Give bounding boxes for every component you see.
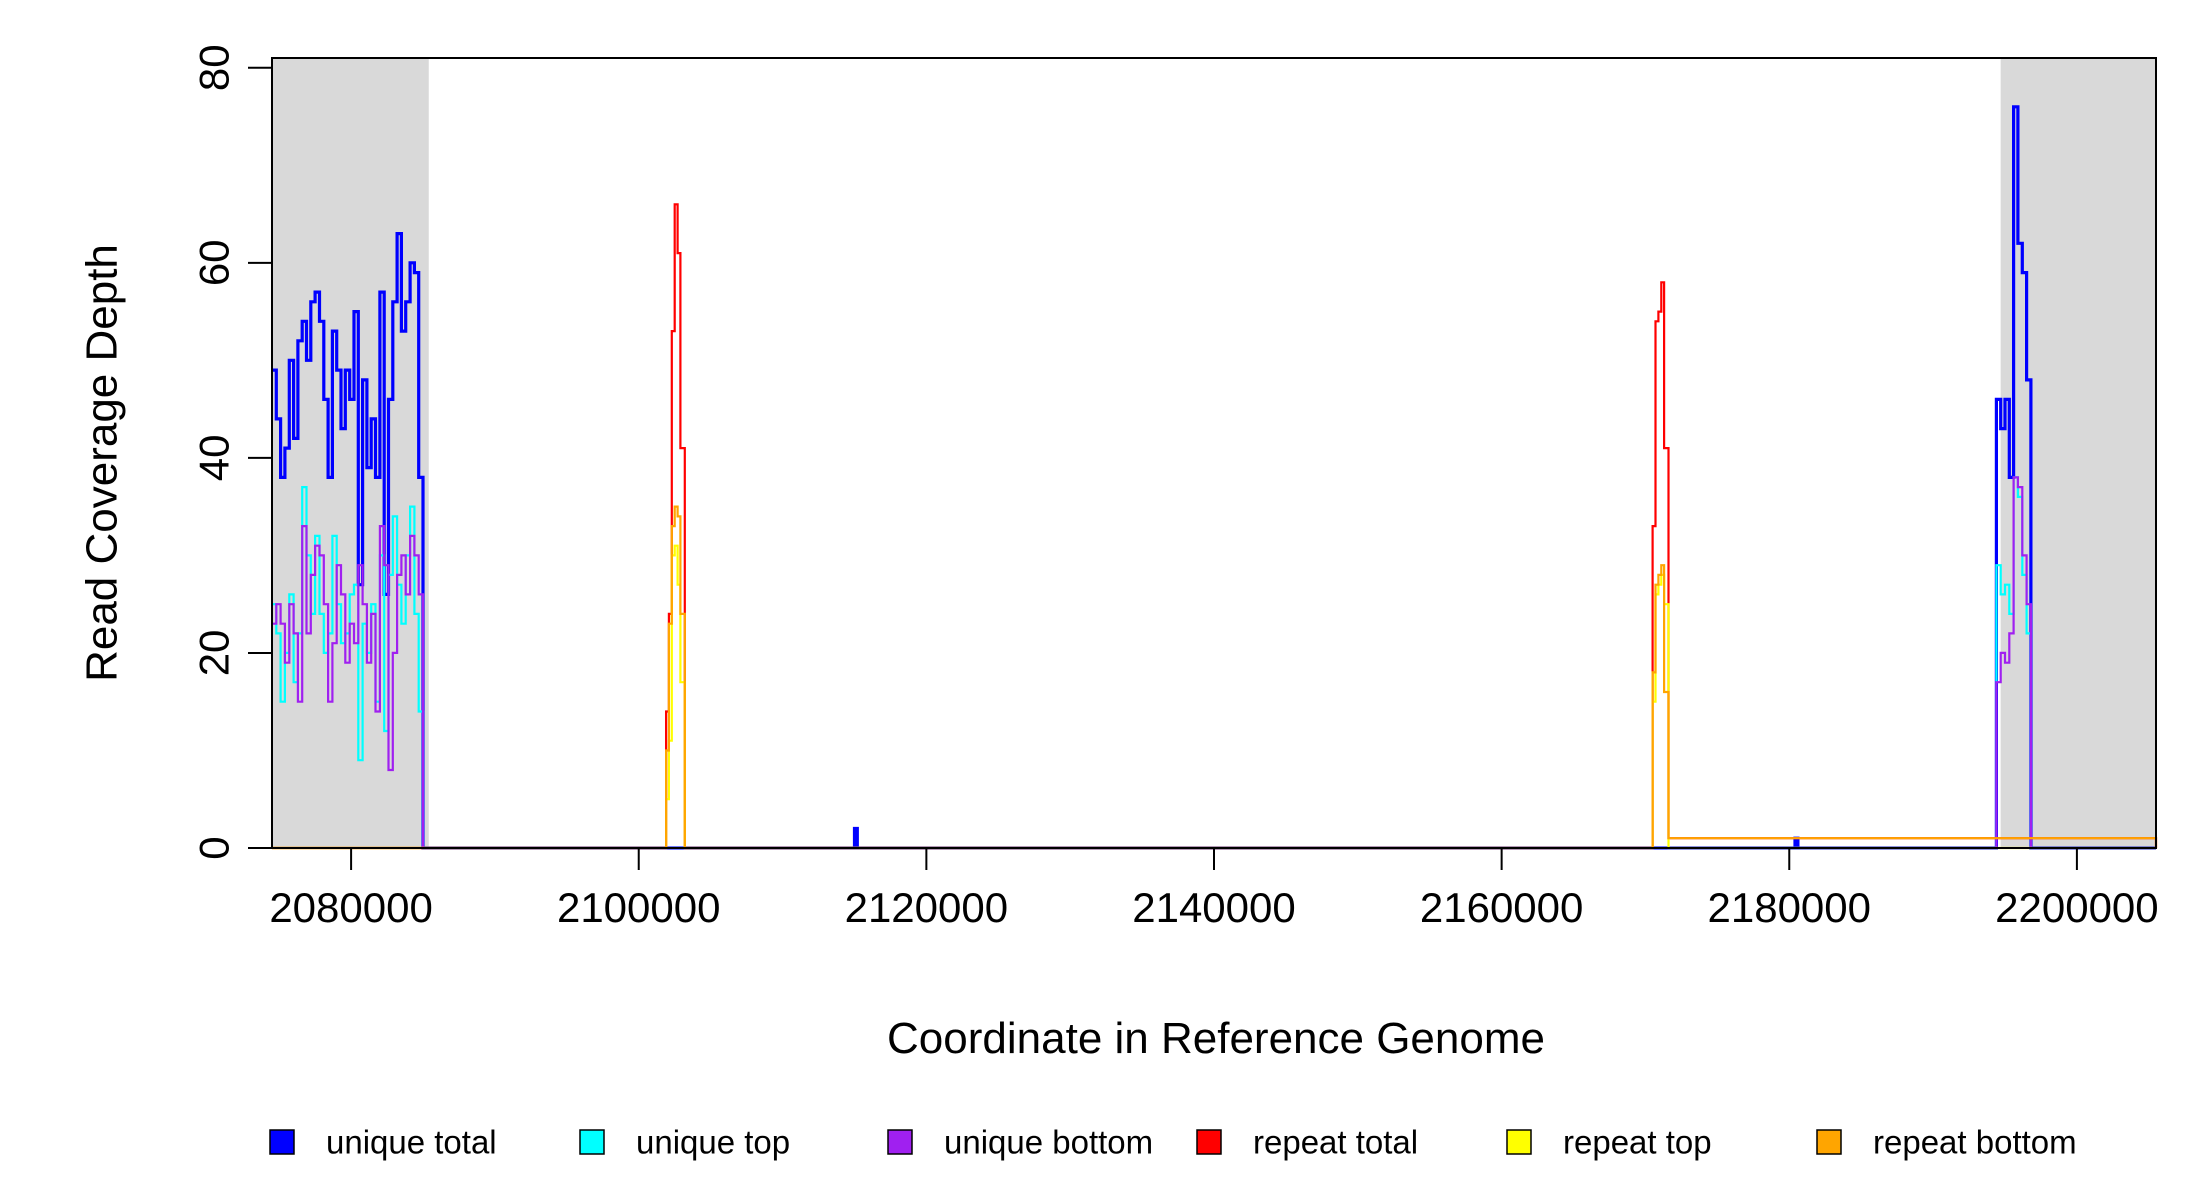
shaded-region-1 xyxy=(272,58,429,848)
legend-swatch-repeat-bottom xyxy=(1816,1129,1842,1155)
x-tick-label: 2080000 xyxy=(269,884,433,931)
x-tick-label: 2120000 xyxy=(845,884,1009,931)
plot-frame xyxy=(271,57,2157,849)
x-tick-label: 2200000 xyxy=(1995,884,2159,931)
y-tick-label: 20 xyxy=(191,630,238,677)
x-axis-title: Coordinate in Reference Genome xyxy=(887,1014,1545,1063)
series-line-repeat-total xyxy=(272,203,2158,850)
series-line-unique-bottom xyxy=(272,476,2156,850)
y-tick-label: 40 xyxy=(191,435,238,482)
legend-swatch-repeat-top xyxy=(1506,1129,1532,1155)
legend-label-repeat-top: repeat top xyxy=(1563,1124,1712,1161)
shaded-regions xyxy=(272,58,2156,848)
series-line-repeat-top xyxy=(272,544,2156,850)
y-tick-label: 80 xyxy=(191,44,238,91)
legend-label-unique-top: unique top xyxy=(636,1124,790,1161)
series-line-repeat-bottom xyxy=(272,505,2158,850)
x-tick-label: 2160000 xyxy=(1420,884,1584,931)
legend-label-unique-bottom: unique bottom xyxy=(944,1124,1153,1161)
shaded-region-2 xyxy=(2000,58,2156,848)
y-axis: 0 20 40 60 80 xyxy=(191,44,272,860)
legend-label-repeat-total: repeat total xyxy=(1253,1124,1418,1161)
x-tick-label: 2180000 xyxy=(1708,884,1872,931)
legend-swatch-unique-total xyxy=(269,1129,295,1155)
y-tick-label: 0 xyxy=(191,836,238,859)
legend-label-unique-total: unique total xyxy=(326,1124,497,1161)
series-line-unique-total xyxy=(272,105,2156,850)
x-tick-label: 2100000 xyxy=(557,884,721,931)
series-line-unique-top xyxy=(272,476,2156,850)
legend-label-repeat-bottom: repeat bottom xyxy=(1873,1124,2077,1161)
x-axis: 2080000 2100000 2120000 2140000 2160000 21800… xyxy=(269,848,2159,931)
legend-swatch-repeat-total xyxy=(1196,1129,1222,1155)
legend-swatch-unique-top xyxy=(579,1129,605,1155)
x-tick-label: 2140000 xyxy=(1132,884,1296,931)
series-lines xyxy=(272,105,2158,850)
legend-swatch-unique-bottom xyxy=(887,1129,913,1155)
y-axis-title: Read Coverage Depth xyxy=(78,244,127,682)
legend: unique total unique top unique bottom repea… xyxy=(269,1124,2077,1161)
y-tick-label: 60 xyxy=(191,239,238,286)
